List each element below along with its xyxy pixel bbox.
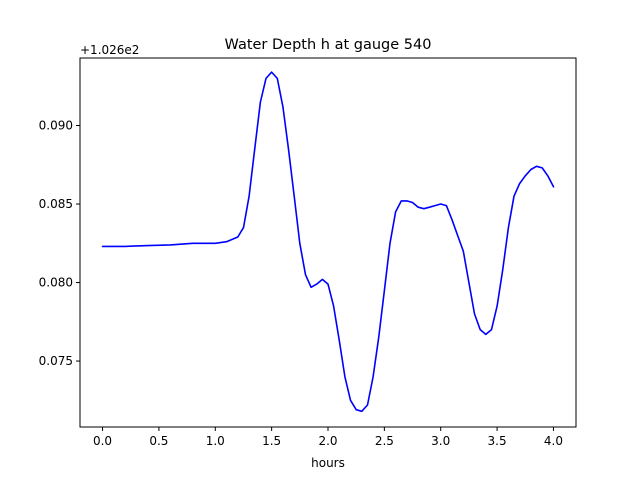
x-tick-label: 4.0 [544, 434, 563, 448]
x-tick-label: 0.5 [149, 434, 168, 448]
x-tick-label: 2.5 [375, 434, 394, 448]
x-tick-label: 3.5 [488, 434, 507, 448]
plot-frame [79, 57, 577, 428]
x-tick-label: 3.0 [431, 434, 450, 448]
x-tick-label: 1.5 [262, 434, 281, 448]
x-tick-label: 2.0 [318, 434, 337, 448]
chart-title: Water Depth h at gauge 540 [225, 37, 432, 53]
y-tick-label: 0.075 [39, 354, 73, 368]
y-tick-label: 0.090 [39, 119, 73, 133]
x-tick-label: 0.0 [93, 434, 112, 448]
x-tick-label: 1.0 [206, 434, 225, 448]
y-tick-label: 0.085 [39, 197, 73, 211]
series-line [101, 71, 555, 413]
ticks-layer: 0.0 0.5 1.0 1.5 2.0 2.5 3.0 3.5 4.0 0.075 0.080 0.0… [39, 119, 563, 448]
y-tick-label: 0.080 [39, 276, 73, 290]
y-offset-label: +1.026e2 [80, 43, 139, 57]
x-axis-label: hours [311, 456, 345, 470]
